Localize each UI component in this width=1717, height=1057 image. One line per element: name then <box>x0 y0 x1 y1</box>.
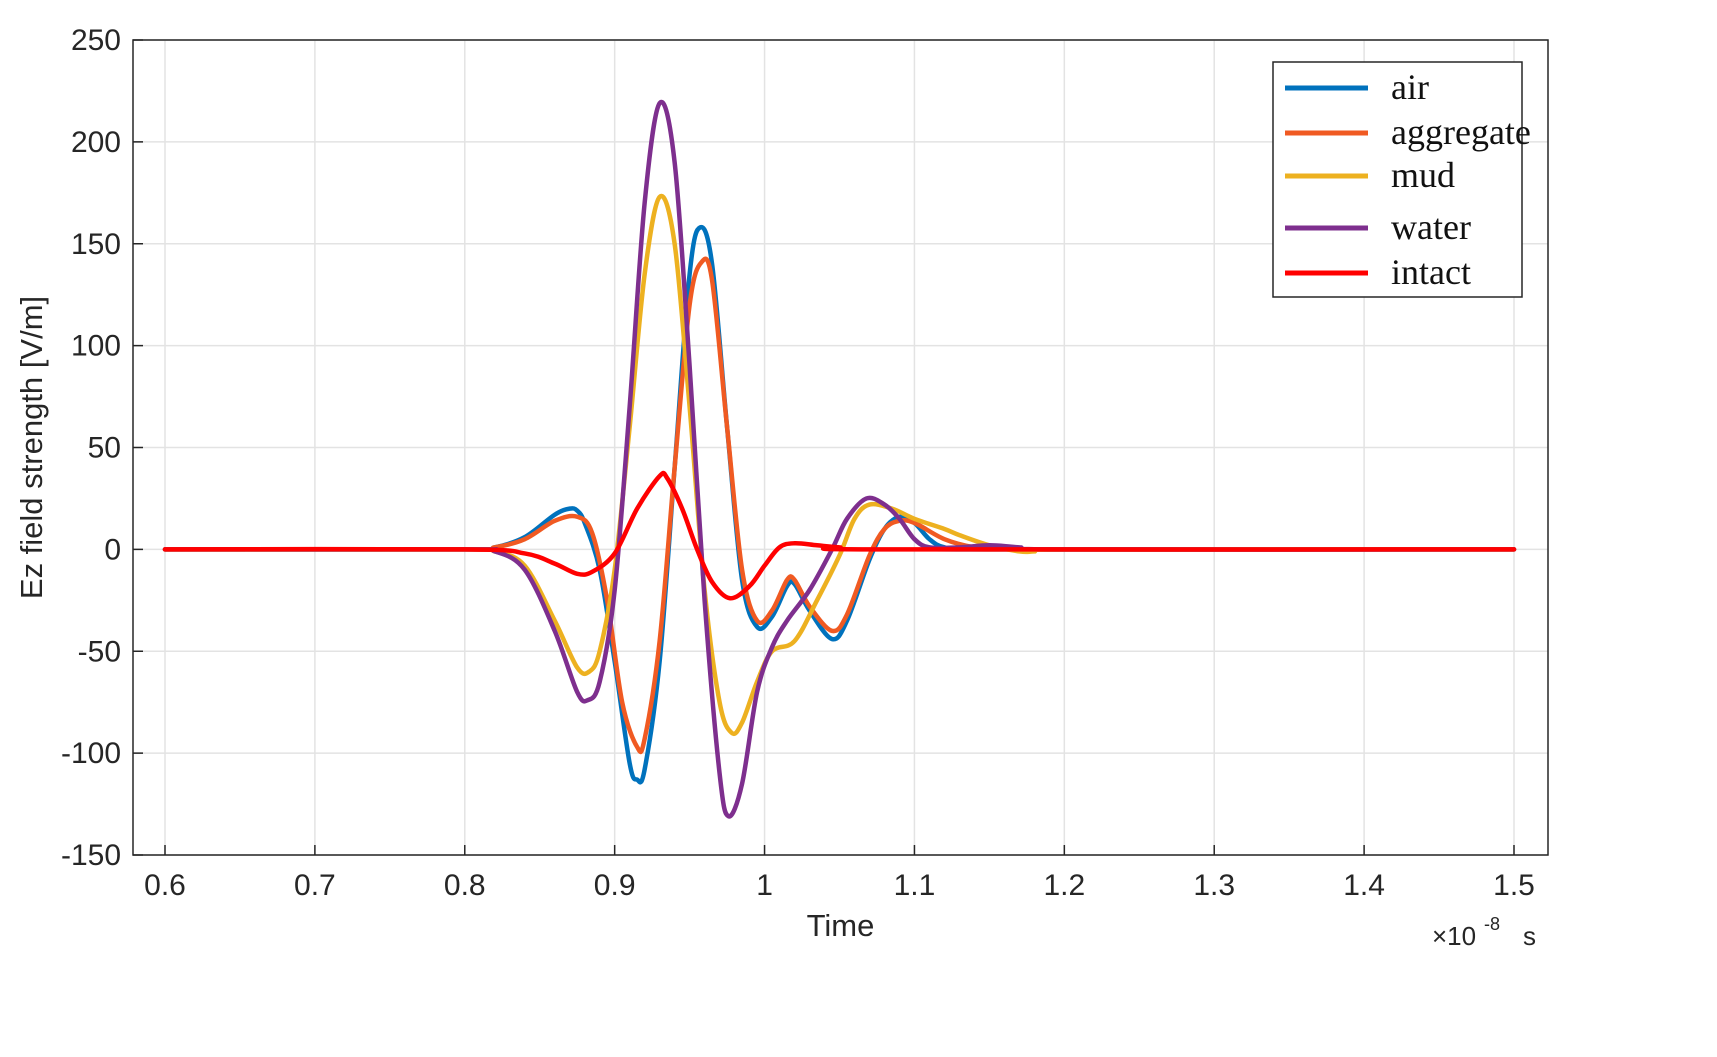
x-axis-exponent: ×10 -8 s <box>1432 914 1536 951</box>
x-tick-label: 1.2 <box>1043 869 1085 902</box>
legend-label-air: air <box>1391 67 1429 107</box>
y-tick-label: 250 <box>71 24 121 57</box>
legend-box <box>1272 61 1523 298</box>
x-axis-unit: s <box>1523 921 1536 951</box>
series-line-mud <box>162 193 1517 737</box>
series-line-air <box>162 224 1517 785</box>
y-tick-label: 150 <box>71 228 121 261</box>
x-exponent-base: ×10 <box>1432 921 1476 951</box>
y-tick-label: -100 <box>61 737 121 770</box>
x-tick-label: 1.1 <box>894 869 936 902</box>
x-tick-label: 1.4 <box>1343 869 1385 902</box>
x-tick-label: 1.5 <box>1493 869 1535 902</box>
legend-label-water: water <box>1391 207 1471 247</box>
x-tick-label: 1.3 <box>1193 869 1235 902</box>
axes <box>132 39 1549 856</box>
x-tick-label: 0.8 <box>444 869 486 902</box>
x-exponent-power: -8 <box>1484 914 1500 934</box>
x-tick-label: 1 <box>756 869 773 902</box>
tick-labels: 0.6 0.7 0.8 0.9 1 1.1 1.2 1.3 1.4 1.5 -150 -100 -50 0… <box>61 24 1535 902</box>
y-tick-label: 200 <box>71 126 121 159</box>
x-axis-label: Time <box>807 908 875 943</box>
y-tick-label: -50 <box>78 635 121 668</box>
plot-frame <box>132 39 1549 856</box>
series-line-intact <box>162 470 1517 601</box>
legend-label-intact: intact <box>1391 252 1471 292</box>
legend-label-aggregate: aggregate <box>1391 112 1531 152</box>
legend-label-mud: mud <box>1391 155 1455 195</box>
x-tick-label: 0.9 <box>594 869 636 902</box>
y-axis-label: Ez field strength [V/m] <box>14 296 49 599</box>
series-line-aggregate <box>162 256 1517 755</box>
y-tick-label: 100 <box>71 330 121 363</box>
y-tick-label: 0 <box>104 533 121 566</box>
x-tick-label: 0.6 <box>144 869 186 902</box>
y-tick-label: -150 <box>61 839 121 872</box>
y-tick-label: 50 <box>88 432 121 465</box>
x-tick-label: 0.7 <box>294 869 336 902</box>
series-lines <box>162 99 1517 819</box>
